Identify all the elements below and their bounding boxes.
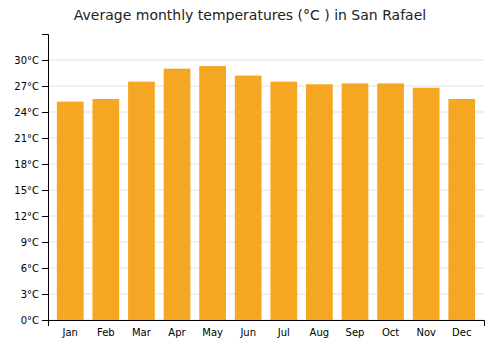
bar	[199, 66, 226, 320]
bar	[377, 83, 404, 320]
y-tick: 27°C	[14, 81, 48, 92]
x-tick-label: Apr	[168, 327, 186, 338]
x-tick-label: Aug	[310, 327, 330, 338]
bar	[57, 102, 84, 320]
y-tick-mark	[42, 138, 48, 139]
x-tick-label: Dec	[452, 327, 471, 338]
x-tick-label: Feb	[97, 327, 115, 338]
y-tick-label: 0°C	[21, 315, 39, 326]
plot: 0°C 3°C 6°C 9°C 12°C 15°C 18°C 21°C 24°C 27°C 30°C…	[14, 35, 484, 339]
y-tick: 21°C	[14, 133, 48, 144]
bar	[448, 99, 475, 320]
bar	[92, 99, 119, 320]
title: Average monthly temperatures (°C ) in Sa…	[74, 7, 426, 23]
y-tick: 6°C	[21, 263, 48, 274]
x-tick: Sep	[346, 327, 365, 338]
x-tick-label: Nov	[416, 327, 436, 338]
y-tick-mark	[42, 216, 48, 217]
x-tick: Nov	[416, 327, 436, 338]
y-tick: 24°C	[14, 107, 48, 118]
bars	[57, 66, 475, 320]
x-tick: Aug	[310, 327, 330, 338]
x-tick: Dec	[452, 327, 471, 338]
y-tick-label: 21°C	[14, 133, 39, 144]
y-tick: 9°C	[21, 237, 48, 248]
y-tick-label: 30°C	[14, 55, 39, 66]
y-tick-label: 18°C	[14, 159, 39, 170]
y-tick: 0°C	[21, 315, 48, 326]
y-tick-mark	[42, 164, 48, 165]
x-tick: Jan	[62, 327, 78, 338]
x-tick-label: Jul	[277, 327, 290, 338]
y-tick: 15°C	[14, 185, 48, 196]
grid	[48, 60, 484, 320]
y-tick-mark	[42, 268, 48, 269]
y-tick: 12°C	[14, 211, 48, 222]
y-tick-label: 3°C	[21, 289, 39, 300]
x-tick: Mar	[132, 327, 152, 338]
y-tick: 18°C	[14, 159, 48, 170]
x-tick: Oct	[382, 327, 399, 338]
chart: Average monthly temperatures (°C ) in Sa…	[0, 0, 500, 350]
x-axis: Jan Feb Mar Apr May Jun Jul Aug Sep Oct Nov Dec	[49, 321, 485, 339]
x-tick: Apr	[168, 327, 186, 338]
y-tick: 3°C	[21, 289, 48, 300]
x-tick: May	[202, 327, 223, 338]
y-tick-mark	[42, 112, 48, 113]
y-tick-label: 6°C	[21, 263, 39, 274]
bar	[413, 88, 440, 320]
y-tick-mark	[42, 60, 48, 61]
y-tick-label: 27°C	[14, 81, 39, 92]
bar	[235, 76, 262, 320]
x-axis-line	[49, 321, 485, 327]
x-tick-label: Mar	[132, 327, 152, 338]
bar	[306, 84, 333, 320]
bar	[270, 82, 297, 320]
x-tick-label: Sep	[346, 327, 365, 338]
bar	[342, 83, 369, 320]
y-tick-mark	[42, 190, 48, 191]
x-tick: Jul	[277, 327, 290, 338]
y-axis: 0°C 3°C 6°C 9°C 12°C 15°C 18°C 21°C 24°C 27°C 30°C	[14, 35, 48, 326]
bar	[164, 69, 191, 320]
y-tick-mark	[42, 320, 48, 321]
x-tick: Feb	[97, 327, 115, 338]
x-tick: Jun	[239, 327, 256, 338]
y-tick-label: 24°C	[14, 107, 39, 118]
y-tick-mark	[42, 86, 48, 87]
y-tick: 30°C	[14, 55, 48, 66]
y-tick-label: 9°C	[21, 237, 39, 248]
x-tick-label: Oct	[382, 327, 399, 338]
grid-line	[48, 86, 484, 87]
y-tick-mark	[42, 242, 48, 243]
y-tick-label: 12°C	[14, 211, 39, 222]
y-axis-line	[42, 35, 49, 321]
x-tick-label: May	[202, 327, 223, 338]
bar	[128, 82, 155, 320]
x-tick-label: Jun	[239, 327, 256, 338]
grid-line	[48, 60, 484, 61]
y-tick-label: 15°C	[14, 185, 39, 196]
x-tick-label: Jan	[62, 327, 78, 338]
y-tick-mark	[42, 294, 48, 295]
